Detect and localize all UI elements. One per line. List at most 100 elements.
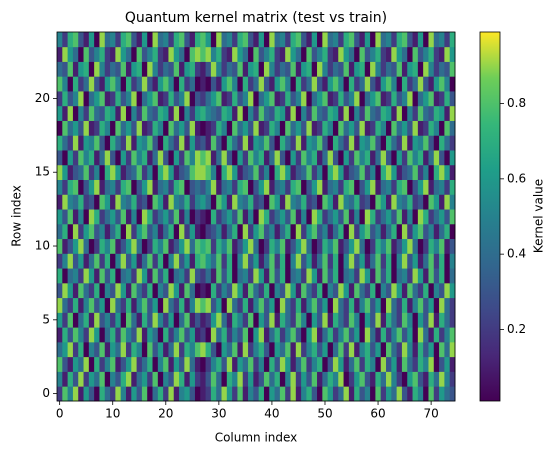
heatmap-cell bbox=[221, 135, 228, 151]
heatmap-cell bbox=[375, 164, 382, 180]
heatmap-cell bbox=[242, 268, 249, 284]
heatmap-cell bbox=[417, 312, 424, 328]
heatmap-cell bbox=[242, 46, 249, 62]
heatmap-cell bbox=[152, 32, 159, 48]
heatmap-cell bbox=[322, 386, 329, 402]
heatmap-cell bbox=[290, 164, 297, 180]
heatmap-cell bbox=[396, 238, 403, 254]
heatmap-cell bbox=[327, 32, 334, 48]
heatmap-cell bbox=[141, 76, 148, 92]
heatmap-cell bbox=[141, 253, 148, 269]
heatmap-cell bbox=[412, 46, 419, 62]
heatmap-cell bbox=[449, 46, 456, 62]
heatmap-cell bbox=[104, 105, 111, 121]
heatmap-cell bbox=[94, 164, 100, 180]
heatmap-cell bbox=[417, 150, 424, 166]
heatmap-cell bbox=[163, 312, 169, 328]
heatmap-cell bbox=[205, 61, 212, 77]
heatmap-cell bbox=[216, 223, 222, 240]
heatmap-cell bbox=[57, 179, 63, 195]
heatmap-cell bbox=[221, 194, 228, 210]
heatmap-cell bbox=[423, 297, 429, 313]
heatmap-cell bbox=[163, 61, 169, 77]
heatmap-cell bbox=[184, 120, 191, 136]
heatmap-cell bbox=[184, 356, 191, 372]
heatmap-cell bbox=[115, 282, 122, 299]
heatmap-cell bbox=[200, 386, 206, 402]
heatmap-cell bbox=[401, 91, 408, 107]
heatmap-cell bbox=[131, 253, 137, 269]
heatmap-cell bbox=[242, 120, 249, 136]
heatmap-cell bbox=[147, 46, 153, 62]
heatmap-cell bbox=[391, 209, 398, 225]
heatmap-cell bbox=[57, 32, 63, 48]
heatmap-cell bbox=[131, 341, 137, 358]
heatmap-cell bbox=[248, 253, 254, 269]
heatmap-cell bbox=[449, 135, 456, 151]
heatmap-cell bbox=[115, 209, 122, 225]
heatmap-cell bbox=[285, 105, 291, 121]
heatmap-cell bbox=[168, 282, 175, 299]
heatmap-cell bbox=[317, 150, 323, 166]
heatmap-cell bbox=[221, 105, 228, 121]
heatmap-cell bbox=[115, 164, 122, 180]
heatmap-cell bbox=[232, 253, 238, 269]
heatmap-cell bbox=[380, 76, 387, 92]
heatmap-cell bbox=[258, 105, 265, 121]
heatmap-cell bbox=[348, 356, 355, 372]
heatmap-cell bbox=[391, 179, 398, 195]
heatmap-cell bbox=[401, 312, 408, 328]
heatmap-cell bbox=[194, 297, 201, 313]
heatmap-cell bbox=[226, 91, 233, 107]
heatmap-cell bbox=[184, 105, 191, 121]
heatmap-cell bbox=[184, 253, 191, 269]
heatmap-cell bbox=[348, 32, 355, 48]
heatmap-cell bbox=[279, 135, 286, 151]
heatmap-cell bbox=[391, 194, 398, 210]
heatmap-cell bbox=[210, 268, 217, 284]
heatmap-cell bbox=[141, 61, 148, 77]
heatmap-cell bbox=[173, 179, 180, 195]
heatmap-cell bbox=[78, 223, 84, 240]
heatmap-cell bbox=[184, 61, 191, 77]
heatmap-cell bbox=[423, 386, 429, 402]
heatmap-cell bbox=[136, 268, 143, 284]
heatmap-cell bbox=[343, 327, 350, 343]
heatmap-cell bbox=[428, 253, 435, 269]
heatmap-cell bbox=[322, 238, 329, 254]
heatmap-cell bbox=[141, 120, 148, 136]
heatmap-cell bbox=[380, 179, 387, 195]
heatmap-cell bbox=[110, 282, 116, 299]
heatmap-cell bbox=[354, 46, 360, 62]
heatmap-cell bbox=[67, 135, 74, 151]
heatmap-cell bbox=[216, 179, 222, 195]
heatmap-cell bbox=[94, 282, 100, 299]
heatmap-cell bbox=[189, 297, 196, 313]
heatmap-cell bbox=[200, 150, 206, 166]
heatmap-cell bbox=[301, 356, 307, 372]
heatmap-cell bbox=[88, 105, 95, 121]
heatmap-cell bbox=[62, 253, 69, 269]
heatmap-cell bbox=[110, 253, 116, 269]
heatmap-cell bbox=[125, 76, 132, 92]
heatmap-cell bbox=[253, 371, 260, 387]
heatmap-cell bbox=[348, 327, 355, 343]
heatmap-cell bbox=[131, 179, 137, 195]
heatmap-cell bbox=[327, 253, 334, 269]
colorbar-label: Kernel value bbox=[532, 179, 546, 253]
heatmap-cell bbox=[200, 238, 206, 254]
heatmap-cell bbox=[216, 135, 222, 151]
heatmap-cell bbox=[423, 194, 429, 210]
heatmap-cell bbox=[263, 120, 270, 136]
heatmap-cell bbox=[216, 282, 222, 299]
heatmap-cell bbox=[354, 135, 360, 151]
heatmap-cell bbox=[274, 297, 281, 313]
heatmap-cell bbox=[179, 46, 185, 62]
heatmap-cell bbox=[338, 312, 344, 328]
heatmap-cell bbox=[157, 238, 164, 254]
heatmap-cell bbox=[110, 46, 116, 62]
heatmap-cell bbox=[444, 164, 451, 180]
heatmap-cell bbox=[67, 76, 74, 92]
heatmap-cell bbox=[311, 356, 318, 372]
heatmap-cell bbox=[449, 223, 456, 240]
